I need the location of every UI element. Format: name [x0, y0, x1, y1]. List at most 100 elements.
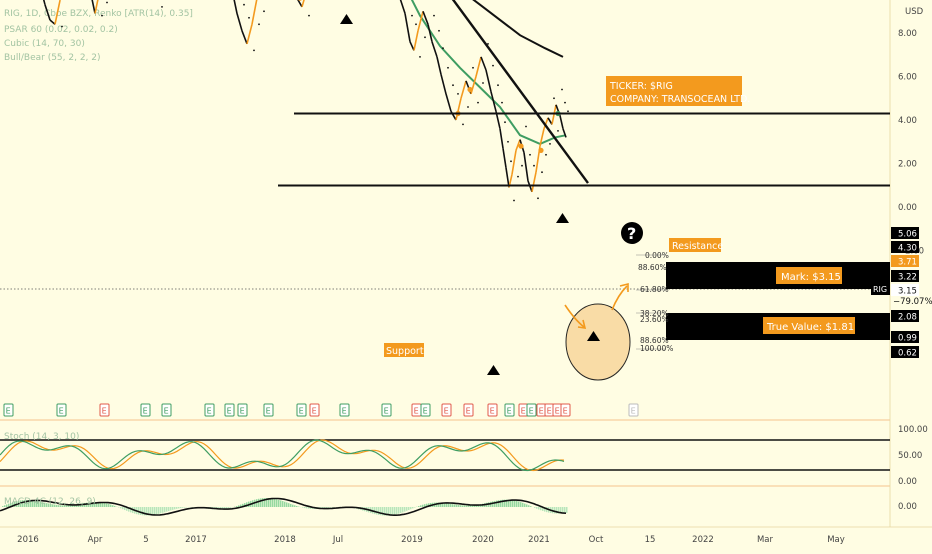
- signal-dot: [467, 87, 472, 92]
- macd-bar: [152, 507, 154, 515]
- macd-bar: [330, 507, 332, 508]
- macd-legend[interactable]: MACD 4C (12, 26, 9): [4, 497, 96, 507]
- psar-dot: [492, 65, 494, 67]
- macd-bar: [272, 499, 274, 507]
- macd-bar: [108, 504, 110, 507]
- macd-bar: [328, 507, 330, 508]
- price-axis-tags: 5.064.303.713.223.152.080.990.62: [891, 227, 919, 359]
- macd-bar: [468, 506, 470, 507]
- macd-bar: [418, 506, 420, 507]
- time-tick: Jul: [332, 535, 343, 545]
- psar-dot: [438, 30, 440, 32]
- macd-bar: [492, 501, 494, 507]
- psar-dot: [467, 106, 469, 108]
- macd-bar: [392, 507, 394, 515]
- time-tick: 2017: [185, 535, 207, 545]
- psar-dot: [253, 50, 255, 52]
- earnings-marker-label: E: [631, 407, 636, 416]
- psar-dot: [106, 2, 108, 4]
- earnings-marker-label: E: [143, 407, 148, 416]
- macd-bar: [140, 507, 142, 515]
- indicator-legend-3[interactable]: Bull/Bear (55, 2, 2, 2): [4, 53, 101, 63]
- earnings-marker-label: E: [563, 407, 568, 416]
- macd-bar: [420, 505, 422, 507]
- macd-bar: [292, 505, 294, 507]
- indicator-legend-2[interactable]: Cubic (14, 70, 30): [4, 39, 85, 49]
- price-tick: 6.00: [898, 73, 917, 83]
- price-tag: 4.30: [898, 244, 917, 254]
- psar-dot: [477, 102, 479, 104]
- macd-bar: [446, 503, 448, 507]
- price-tick: 4.00: [898, 116, 917, 126]
- macd-bar: [394, 507, 396, 515]
- macd-bar: [154, 507, 156, 515]
- psar-dot: [433, 15, 435, 17]
- psar-dot: [564, 102, 566, 104]
- time-tick: 2019: [401, 535, 423, 545]
- psar-dot: [415, 23, 417, 25]
- psar-dot: [101, 15, 103, 17]
- macd-bar: [172, 507, 174, 510]
- resistance-label: Resistance: [672, 241, 723, 252]
- psar-dot: [472, 67, 474, 69]
- psar-dot: [529, 154, 531, 156]
- macd-bar: [534, 507, 536, 508]
- macd-bar: [274, 499, 276, 507]
- signal-dot: [518, 144, 523, 149]
- macd-bar: [168, 507, 170, 511]
- macd-bar: [406, 507, 408, 511]
- macd-bar: [114, 506, 116, 507]
- macd-bar: [286, 502, 288, 507]
- macd-bar: [466, 506, 468, 507]
- currency-label: USD: [905, 7, 924, 17]
- stoch-legend[interactable]: Stoch (14, 3, 10): [4, 432, 79, 442]
- macd-bar: [516, 501, 518, 507]
- earnings-marker-label: E: [444, 407, 449, 416]
- stoch-tick-0: 0.00: [898, 477, 917, 487]
- highlight-circle: [566, 304, 630, 380]
- macd-bar: [398, 507, 400, 514]
- macd-bar: [566, 507, 568, 513]
- time-tick: 2020: [472, 535, 494, 545]
- macd-bar: [294, 505, 296, 507]
- mark-label: Mark: $3.15: [781, 272, 841, 283]
- psar-dot: [567, 110, 569, 112]
- svg-text:?: ?: [627, 224, 636, 243]
- stoch-tick-50: 50.00: [898, 451, 922, 461]
- macd-bar: [184, 507, 186, 508]
- psar-dot: [308, 15, 310, 17]
- psar-dot: [447, 67, 449, 69]
- earnings-marker-label: E: [539, 407, 544, 416]
- macd-bar: [454, 504, 456, 507]
- price-tag: 3.71: [898, 258, 917, 268]
- macd-bar: [462, 505, 464, 507]
- price-tag: 0.99: [898, 334, 917, 344]
- time-tick: 2022: [692, 535, 714, 545]
- macd-bar: [142, 507, 144, 515]
- macd-bar: [156, 507, 158, 514]
- macd-bar: [228, 507, 230, 508]
- indicator-legend-1[interactable]: PSAR 60 (0.02, 0.02, 0.2): [4, 25, 118, 35]
- psar-dot: [258, 23, 260, 25]
- time-tick: 2018: [274, 535, 296, 545]
- macd-bar: [260, 498, 262, 507]
- macd-bar: [376, 507, 378, 515]
- macd-bar: [538, 507, 540, 509]
- price-tick: 8.00: [898, 29, 917, 39]
- symbol-legend[interactable]: RIG, 1D, Cboe BZX, Renko [ATR(14), 0.35]: [4, 9, 193, 19]
- earnings-marker-label: E: [384, 407, 389, 416]
- psar-dot: [501, 102, 503, 104]
- psar-dot: [541, 171, 543, 173]
- macd-bar: [104, 503, 106, 507]
- psar-dot: [517, 176, 519, 178]
- macd-bar: [526, 504, 528, 507]
- time-tick: Oct: [589, 535, 604, 545]
- macd-bar: [494, 501, 496, 507]
- macd-bar: [304, 507, 306, 508]
- psar-dot: [457, 93, 459, 95]
- macd-bar: [460, 505, 462, 507]
- macd-bar: [288, 503, 290, 507]
- price-tag: 2.08: [898, 313, 917, 323]
